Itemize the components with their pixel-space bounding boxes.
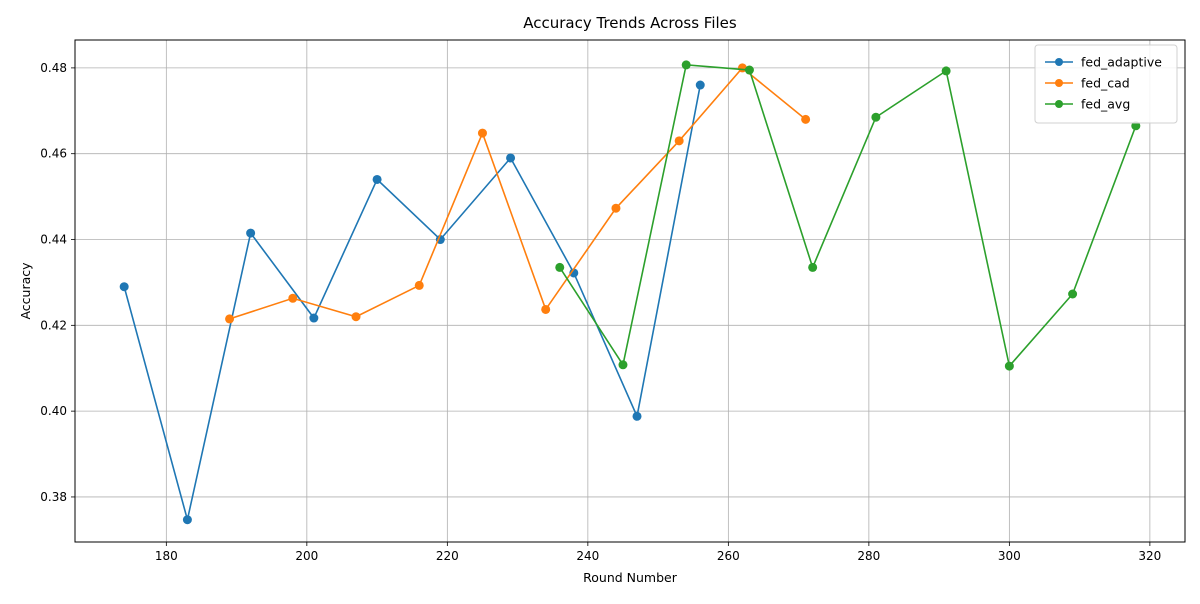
y-tick-label: 0.48: [40, 61, 67, 75]
legend-item-fed-avg: fed_avg: [1045, 97, 1130, 112]
data-point-fed-cad: [541, 304, 551, 314]
legend-marker-swatch: [1055, 100, 1063, 108]
y-tick-label: 0.38: [40, 490, 67, 504]
data-point-fed-avg: [808, 262, 818, 272]
data-point-fed-adaptive: [506, 153, 516, 163]
x-axis-title: Round Number: [583, 570, 678, 585]
legend: fed_adaptive fed_cad fed_avg: [1034, 44, 1178, 124]
x-tick-label: 320: [1138, 549, 1161, 563]
plot-area-frame: [74, 39, 1186, 543]
legend-label: fed_cad: [1081, 76, 1130, 91]
data-point-fed-avg: [1068, 289, 1078, 299]
data-point-fed-adaptive: [246, 228, 256, 238]
chart-title: Accuracy Trends Across Files: [523, 14, 737, 32]
x-tick-label: 260: [717, 549, 740, 563]
data-point-fed-avg: [618, 360, 628, 370]
data-point-fed-cad: [801, 114, 811, 124]
data-point-fed-cad: [414, 280, 424, 290]
data-point-fed-cad: [611, 203, 621, 213]
x-tick-label: 300: [998, 549, 1021, 563]
data-point-fed-adaptive: [119, 282, 129, 292]
series-fed-avg: [555, 60, 1141, 371]
data-point-fed-avg: [681, 60, 691, 70]
data-point-fed-avg: [871, 112, 881, 122]
data-point-fed-avg: [1004, 361, 1014, 371]
legend-label: fed_adaptive: [1081, 55, 1162, 70]
y-tick-label: 0.40: [40, 404, 67, 418]
y-axis-title: Accuracy: [18, 262, 33, 320]
series-fed-cad: [225, 63, 811, 324]
x-tick-label: 180: [155, 549, 178, 563]
data-point-fed-cad: [225, 314, 235, 324]
data-point-fed-avg: [744, 65, 754, 75]
data-point-fed-adaptive: [569, 268, 579, 278]
data-point-fed-adaptive: [695, 80, 705, 90]
legend-label: fed_avg: [1081, 97, 1130, 112]
data-point-fed-cad: [477, 128, 487, 138]
legend-marker-swatch: [1055, 79, 1063, 87]
x-tick-label: 240: [576, 549, 599, 563]
x-tick-label: 220: [436, 549, 459, 563]
data-point-fed-adaptive: [372, 174, 382, 184]
data-point-fed-adaptive: [309, 313, 319, 323]
legend-marker-swatch: [1055, 58, 1063, 66]
data-point-fed-cad: [351, 312, 361, 322]
x-tick-label: 280: [857, 549, 880, 563]
data-point-fed-avg: [555, 262, 565, 272]
data-point-fed-adaptive: [632, 411, 642, 421]
legend-item-fed-cad: fed_cad: [1045, 76, 1130, 91]
data-point-fed-adaptive: [182, 515, 192, 525]
series-line-fed-avg: [559, 64, 1137, 368]
legend-item-fed-adaptive: fed_adaptive: [1045, 55, 1162, 70]
data-point-fed-cad: [674, 136, 684, 146]
series-line-fed-adaptive: [123, 84, 702, 520]
x-tick-label: 200: [295, 549, 318, 563]
y-tick-label: 0.42: [40, 318, 67, 332]
y-tick-label: 0.44: [40, 233, 67, 247]
data-point-fed-avg: [941, 66, 951, 76]
series-line-fed-cad: [229, 66, 807, 320]
data-point-fed-avg: [1131, 121, 1141, 131]
y-tick-label: 0.46: [40, 147, 67, 161]
data-point-fed-cad: [288, 293, 298, 303]
